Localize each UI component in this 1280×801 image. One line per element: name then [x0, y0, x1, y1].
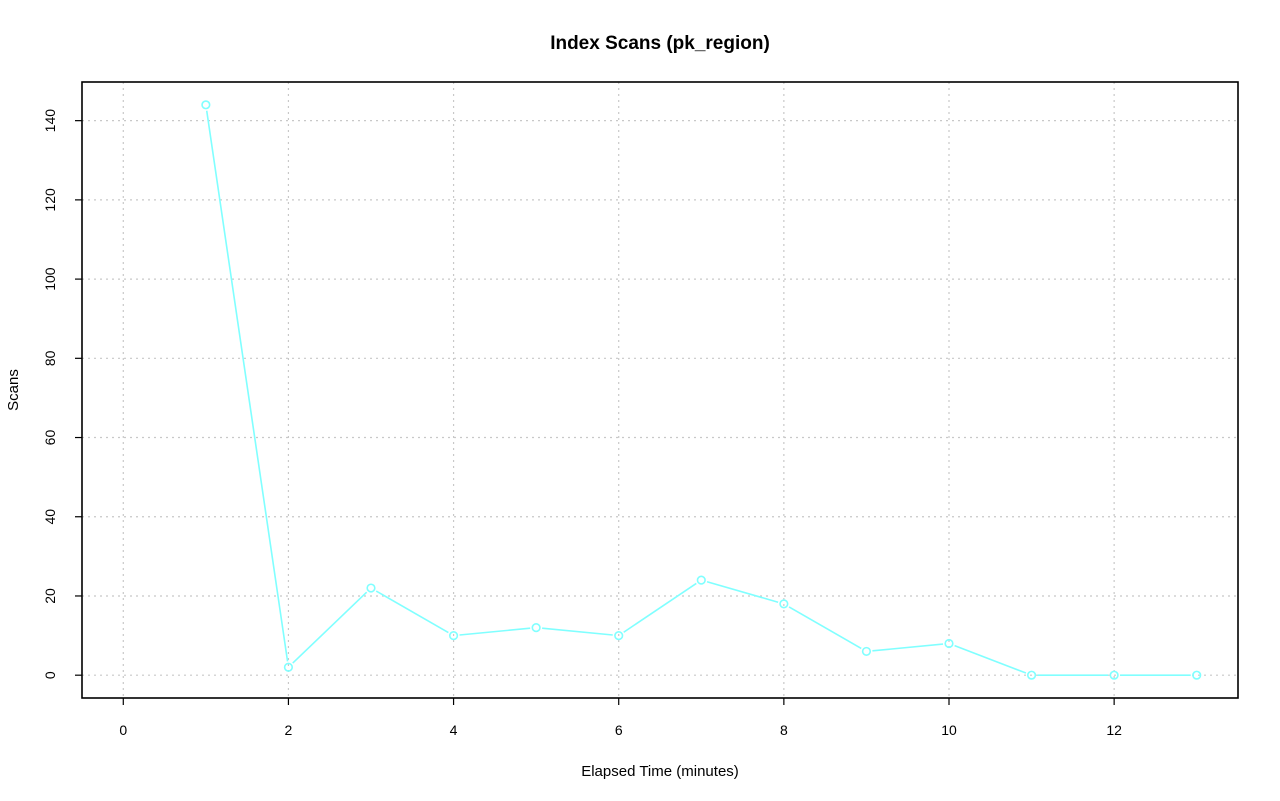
- y-tick-label: 140: [42, 109, 58, 133]
- grid-lines: [82, 82, 1238, 698]
- series-line-segment: [542, 627, 613, 636]
- y-tick-label: 120: [42, 188, 58, 212]
- data-point: [861, 646, 872, 657]
- series-line-segment: [623, 582, 697, 633]
- x-tick-label: 4: [450, 722, 458, 738]
- data-point: [1109, 670, 1119, 680]
- x-tick-label: 12: [1106, 722, 1122, 738]
- data-point: [448, 630, 459, 641]
- y-tick-label: 0: [42, 671, 58, 679]
- y-tick-label: 40: [42, 509, 58, 525]
- x-tick-label: 0: [119, 722, 127, 738]
- series-line-segment: [205, 110, 289, 662]
- y-tick-label: 20: [42, 588, 58, 604]
- series-line-segment: [788, 606, 862, 650]
- data-point: [944, 638, 954, 649]
- series-line-segment: [375, 590, 449, 634]
- data-point: [1026, 670, 1037, 680]
- y-tick-label: 60: [42, 430, 58, 446]
- y-axis-label: Scans: [5, 369, 22, 411]
- data-point: [283, 662, 294, 672]
- data-point: [531, 623, 541, 633]
- series-line-segment: [459, 627, 531, 636]
- series-layer: [201, 100, 1202, 680]
- series-line-segment: [292, 591, 368, 664]
- data-point: [696, 575, 706, 585]
- x-tick-label: 10: [941, 722, 957, 738]
- series-line-segment: [954, 644, 1027, 674]
- y-axis: 0 20 40 60 80 100 120 140: [42, 109, 82, 679]
- data-point: [614, 630, 624, 641]
- x-axis-label: Elapsed Time (minutes): [581, 763, 739, 780]
- x-tick-label: 6: [615, 722, 623, 738]
- x-tick-label: 8: [780, 722, 788, 738]
- data-point: [366, 583, 376, 593]
- data-point: [779, 599, 789, 609]
- x-tick-label: 2: [285, 722, 293, 738]
- y-tick-label: 80: [42, 350, 58, 366]
- x-axis: 0 2 4 6 8 10 12: [119, 698, 1122, 738]
- series-line-segment: [872, 643, 944, 652]
- series-line-segment: [706, 581, 779, 603]
- plot-frame: [81, 81, 1239, 699]
- data-point: [201, 100, 211, 110]
- chart-title: Index Scans (pk_region): [550, 33, 770, 54]
- data-point: [1192, 670, 1202, 680]
- y-tick-label: 100: [42, 267, 58, 291]
